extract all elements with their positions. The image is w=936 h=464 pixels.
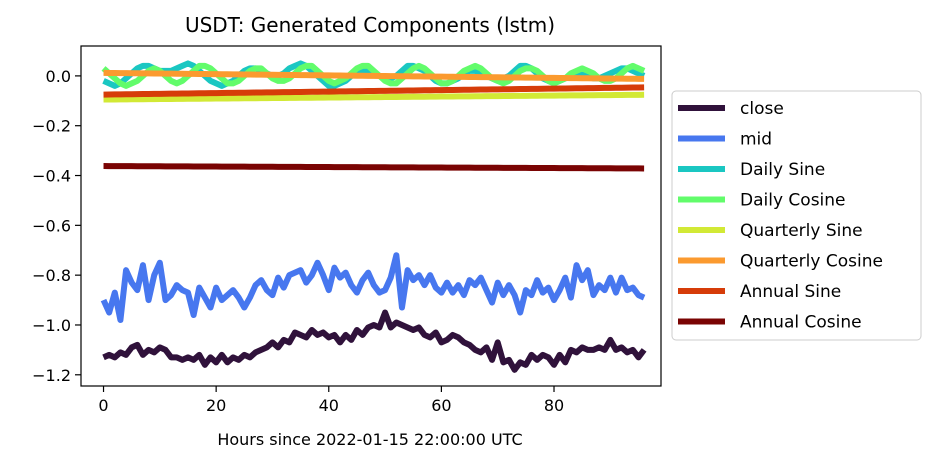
y-tick-label: 0.0: [46, 67, 71, 86]
y-tick-label: −0.8: [32, 266, 71, 285]
y-tick-label: −0.2: [32, 117, 71, 136]
legend-label: Daily Cosine: [740, 191, 846, 211]
legend-label: mid: [740, 130, 772, 150]
x-axis: 0 20 40 60 80: [98, 386, 564, 415]
series-layer: [100, 60, 647, 373]
series-line-quarterly-cosine: [103, 69, 645, 82]
y-tick-label: −0.6: [32, 216, 71, 235]
legend-label: Quarterly Sine: [740, 221, 863, 241]
legend: close mid Daily Sine Daily Cosine Quarterly …: [671, 90, 922, 341]
x-axis-label: Hours since 2022-01-15 22:00:00 UTC: [217, 430, 522, 449]
x-tick-label: 20: [206, 396, 226, 415]
series-line-close: [102, 309, 647, 373]
legend-label: Annual Cosine: [740, 313, 862, 333]
series-line-annual-cosine: [103, 163, 645, 172]
legend-box: [671, 90, 922, 341]
x-tick-label: 0: [98, 396, 108, 415]
series-line-mid: [100, 252, 646, 323]
x-tick-label: 40: [319, 396, 339, 415]
legend-label: close: [740, 99, 784, 119]
y-axis: 0.0 −0.2 −0.4 −0.6 −0.8 −1.0 −1.2: [32, 67, 81, 385]
series-line-quarterly-sine: [103, 91, 645, 103]
chart-title: USDT: Generated Components (lstm): [185, 13, 555, 37]
x-tick-label: 60: [431, 396, 451, 415]
y-tick-label: −1.2: [32, 366, 71, 385]
series-line-annual-sine: [103, 84, 645, 98]
legend-label: Daily Sine: [740, 160, 825, 180]
y-tick-label: −0.4: [32, 167, 71, 186]
legend-label: Annual Sine: [740, 282, 841, 302]
plot-frame: [80, 45, 662, 387]
x-tick-label: 80: [544, 396, 564, 415]
legend-label: Quarterly Cosine: [740, 252, 883, 272]
y-tick-label: −1.0: [32, 316, 71, 335]
